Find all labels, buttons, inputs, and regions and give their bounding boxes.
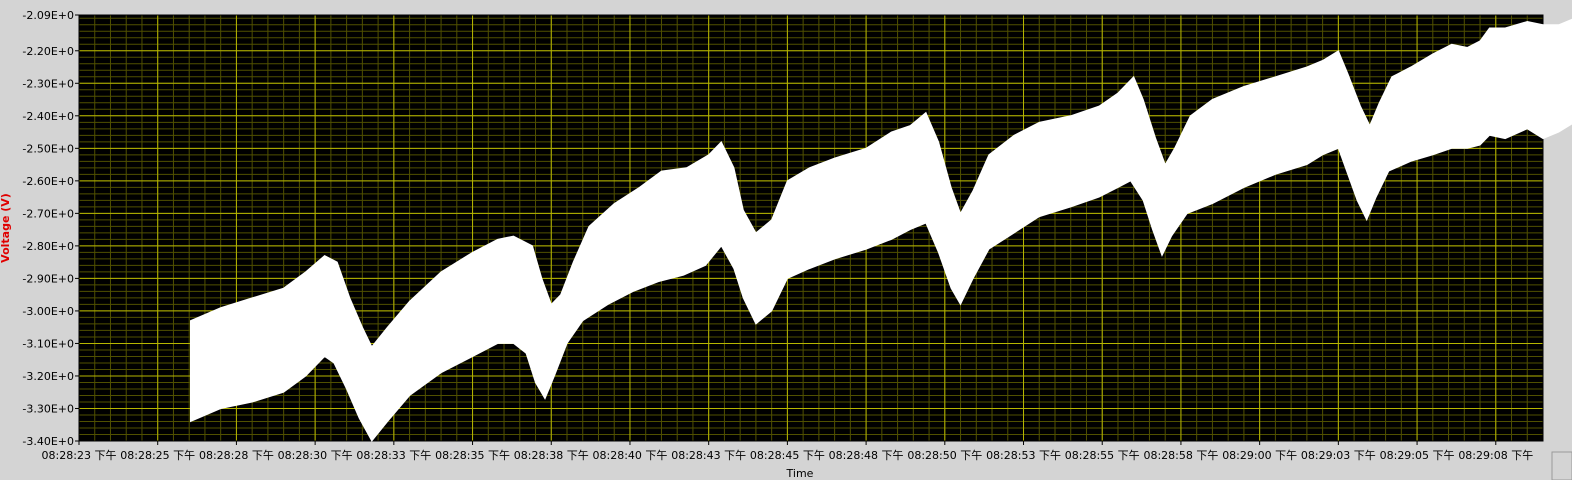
y-tick-label: -2.40E+0 (22, 110, 74, 123)
y-tick-label: -2.09E+0 (22, 9, 74, 22)
y-tick-label: -2.80E+0 (22, 240, 74, 253)
x-tick-label: 08:28:53 下午 (986, 449, 1061, 462)
x-tick-label: 08:28:38 下午 (514, 449, 589, 462)
y-tick-label: -3.40E+0 (22, 435, 74, 448)
y-tick-label: -2.50E+0 (22, 142, 74, 155)
signal-layer (190, 18, 1572, 442)
x-tick-label: 08:28:28 下午 (199, 449, 274, 462)
y-axis-label: Voltage (V) (0, 193, 12, 263)
x-tick-label: 08:28:25 下午 (120, 449, 195, 462)
signal-envelope-0 (190, 18, 1572, 442)
y-tick-label: -2.70E+0 (22, 207, 74, 220)
scrollbar-stub[interactable] (1551, 451, 1572, 480)
y-tick-label: -3.20E+0 (22, 370, 74, 383)
x-tick-label: 08:29:08 下午 (1458, 449, 1533, 462)
x-tick-label: 08:28:55 下午 (1065, 449, 1140, 462)
x-tick-label: 08:29:00 下午 (1222, 449, 1297, 462)
x-tick-label: 08:28:30 下午 (278, 449, 353, 462)
y-tick-label: -2.30E+0 (22, 77, 74, 90)
x-axis-label: Time (786, 467, 814, 480)
y-tick-label: -3.10E+0 (22, 337, 74, 350)
x-tick-label: 08:28:23 下午 (42, 449, 117, 462)
x-tick-label: 08:28:33 下午 (356, 449, 431, 462)
y-tick-label: -2.90E+0 (22, 272, 74, 285)
plot-border (78, 14, 1544, 442)
x-tick-label: 08:28:45 下午 (750, 449, 825, 462)
y-tick-label: -2.60E+0 (22, 175, 74, 188)
y-axis: -2.09E+0 -2.20E+0 -2.30E+0 -2.40E+0 -2.50E+0… (22, 9, 79, 448)
x-axis: 08:28:23 下午 08:28:25 下午 08:28:28 下午 08:28:3… (42, 441, 1533, 462)
x-tick-label: 08:29:05 下午 (1380, 449, 1455, 462)
x-tick-label: 08:28:35 下午 (435, 449, 510, 462)
x-tick-label: 08:29:03 下午 (1301, 449, 1376, 462)
y-tick-label: -3.00E+0 (22, 305, 74, 318)
x-tick-label: 08:28:58 下午 (1143, 449, 1218, 462)
x-tick-label: 08:28:43 下午 (671, 449, 746, 462)
x-tick-label: 08:28:40 下午 (593, 449, 668, 462)
y-tick-label: -2.20E+0 (22, 45, 74, 58)
x-tick-label: 08:28:48 下午 (829, 449, 904, 462)
x-tick-label: 08:28:50 下午 (907, 449, 982, 462)
y-tick-label: -3.30E+0 (22, 402, 74, 415)
